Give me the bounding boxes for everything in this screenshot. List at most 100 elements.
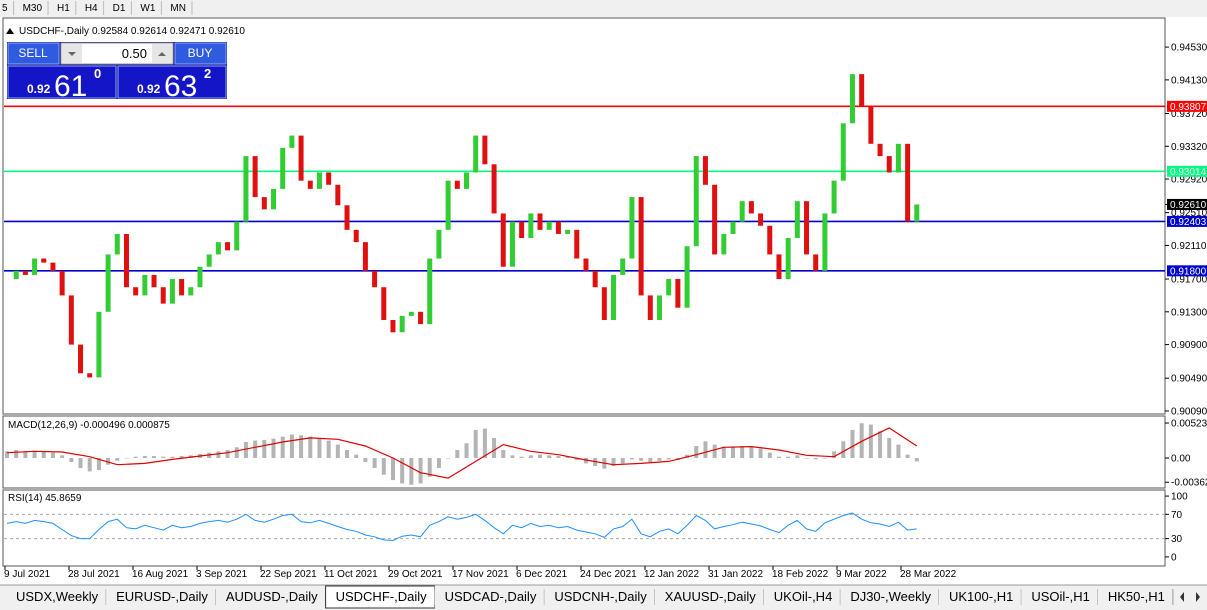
candle-body <box>767 225 773 255</box>
timeframe-button[interactable]: MN <box>170 3 186 14</box>
level-label: 0.92403 <box>1170 217 1207 228</box>
macd-bar <box>271 438 276 459</box>
macd-bar <box>731 446 736 459</box>
symbol-tab[interactable]: EURUSD-,Daily <box>106 586 217 608</box>
candle-body <box>730 221 736 234</box>
candle-body <box>712 184 718 255</box>
rsi-tick-label: 0 <box>1171 552 1177 563</box>
ask-box[interactable] <box>117 65 227 99</box>
macd-bar <box>78 458 83 469</box>
lot-box <box>60 42 174 65</box>
symbol-tab[interactable]: UKOil-,H4 <box>763 586 841 608</box>
macd-bar <box>455 449 460 459</box>
timeframe-button[interactable]: H4 <box>85 3 98 14</box>
macd-bar <box>436 458 441 469</box>
macd-bar <box>905 454 910 459</box>
symbol-tab[interactable]: UK100-,H1 <box>939 586 1022 608</box>
macd-bar <box>841 441 846 459</box>
tab-bg <box>6 586 107 608</box>
macd-bar <box>482 428 487 459</box>
level-label-bg <box>1167 215 1207 227</box>
candle-body <box>905 143 911 222</box>
buy-button[interactable] <box>174 42 227 65</box>
macd-bar <box>740 445 745 459</box>
macd-bar <box>142 456 147 459</box>
macd-bar <box>124 458 129 459</box>
symbol-tab[interactable]: USDCAD-,Daily <box>434 586 545 608</box>
sell-button[interactable] <box>7 42 60 65</box>
candle-body <box>482 135 488 165</box>
ask-big: 63 <box>164 70 197 103</box>
macd-bar <box>694 445 699 459</box>
tab-label: AUDUSD-,Daily <box>226 589 318 604</box>
macd-bar <box>822 458 827 459</box>
candle-body <box>123 233 129 288</box>
candle-body <box>895 143 901 173</box>
candle-body <box>225 242 231 251</box>
symbol-tab[interactable]: AUDUSD-,Daily <box>215 586 327 608</box>
symbol-tab[interactable]: DJ30-,Weekly <box>840 586 940 608</box>
timeframe-button[interactable]: M30 <box>23 3 43 14</box>
bid-prefix: 0.92 <box>27 82 51 96</box>
timeframe-button[interactable]: 5 <box>2 3 8 14</box>
lot-value[interactable]: 0.50 <box>122 46 147 61</box>
lot-down-arrow <box>68 52 76 56</box>
bid-box[interactable] <box>7 65 117 99</box>
rsi-tick-label: 30 <box>1171 534 1183 545</box>
candle-body <box>611 274 617 320</box>
macd-bar <box>639 458 644 461</box>
candle-body <box>656 295 662 320</box>
macd-bar <box>381 458 386 475</box>
macd-bar <box>216 451 221 459</box>
timeframe-button[interactable]: D1 <box>113 3 126 14</box>
level-label-bg <box>1167 165 1207 177</box>
level-label: 0.91800 <box>1170 266 1207 277</box>
level-label: 0.93014 <box>1170 167 1207 178</box>
candle-body <box>748 201 754 214</box>
rsi-tick-label: 100 <box>1171 492 1188 503</box>
macd-bar <box>289 434 294 459</box>
macd-bar <box>795 455 800 459</box>
macd-bar <box>538 454 543 459</box>
candle-body <box>22 270 28 275</box>
symbol-tab[interactable]: USDX,Weekly <box>6 586 107 608</box>
collapse-icon[interactable] <box>6 28 14 34</box>
macd-bar <box>60 455 65 459</box>
candle-body <box>500 213 506 267</box>
candle-body <box>638 197 644 296</box>
symbol-tab[interactable]: XAUUSD-,Daily <box>654 586 765 608</box>
candle-body <box>408 311 414 316</box>
candle-body <box>647 295 653 320</box>
macd-bar <box>409 458 414 485</box>
macd-bar <box>528 455 533 459</box>
tab-bg <box>939 586 1022 608</box>
macd-bar <box>69 458 74 463</box>
candle-body <box>307 180 313 189</box>
x-tick-label: 17 Nov 2021 <box>452 569 509 580</box>
candle-body <box>464 172 469 189</box>
symbol-tab[interactable]: USDCHF-,Daily <box>325 585 436 609</box>
symbol-tab[interactable]: USOil-,H1 <box>1021 586 1099 608</box>
macd-tick-label: -0.00362 <box>1171 478 1207 489</box>
candle-body <box>583 258 589 271</box>
candle-body <box>684 246 690 308</box>
x-tick-label: 28 Jul 2021 <box>68 569 120 580</box>
macd-bar <box>50 452 55 459</box>
tab-arrows[interactable] <box>1180 592 1200 602</box>
tab-bg <box>106 586 216 608</box>
macd-tick-label: 0.00 <box>1171 454 1191 465</box>
macd-bar <box>345 449 350 459</box>
candle-body <box>601 287 607 320</box>
candle-body <box>666 279 672 296</box>
timeframe-button[interactable]: H1 <box>57 3 70 14</box>
macd-bar <box>326 440 331 459</box>
macd-bar <box>363 458 368 463</box>
candle-body <box>813 254 819 271</box>
x-tick-label: 18 Feb 2022 <box>772 569 829 580</box>
symbol-tab[interactable]: HK50-,H1 <box>1097 586 1174 608</box>
macd-bar <box>721 446 726 459</box>
symbol-tab[interactable]: USDCNH-,Daily <box>544 586 656 608</box>
timeframe-button[interactable]: W1 <box>140 3 155 14</box>
candle-body <box>859 74 865 107</box>
y-tick-label: 0.94530 <box>1171 43 1207 54</box>
